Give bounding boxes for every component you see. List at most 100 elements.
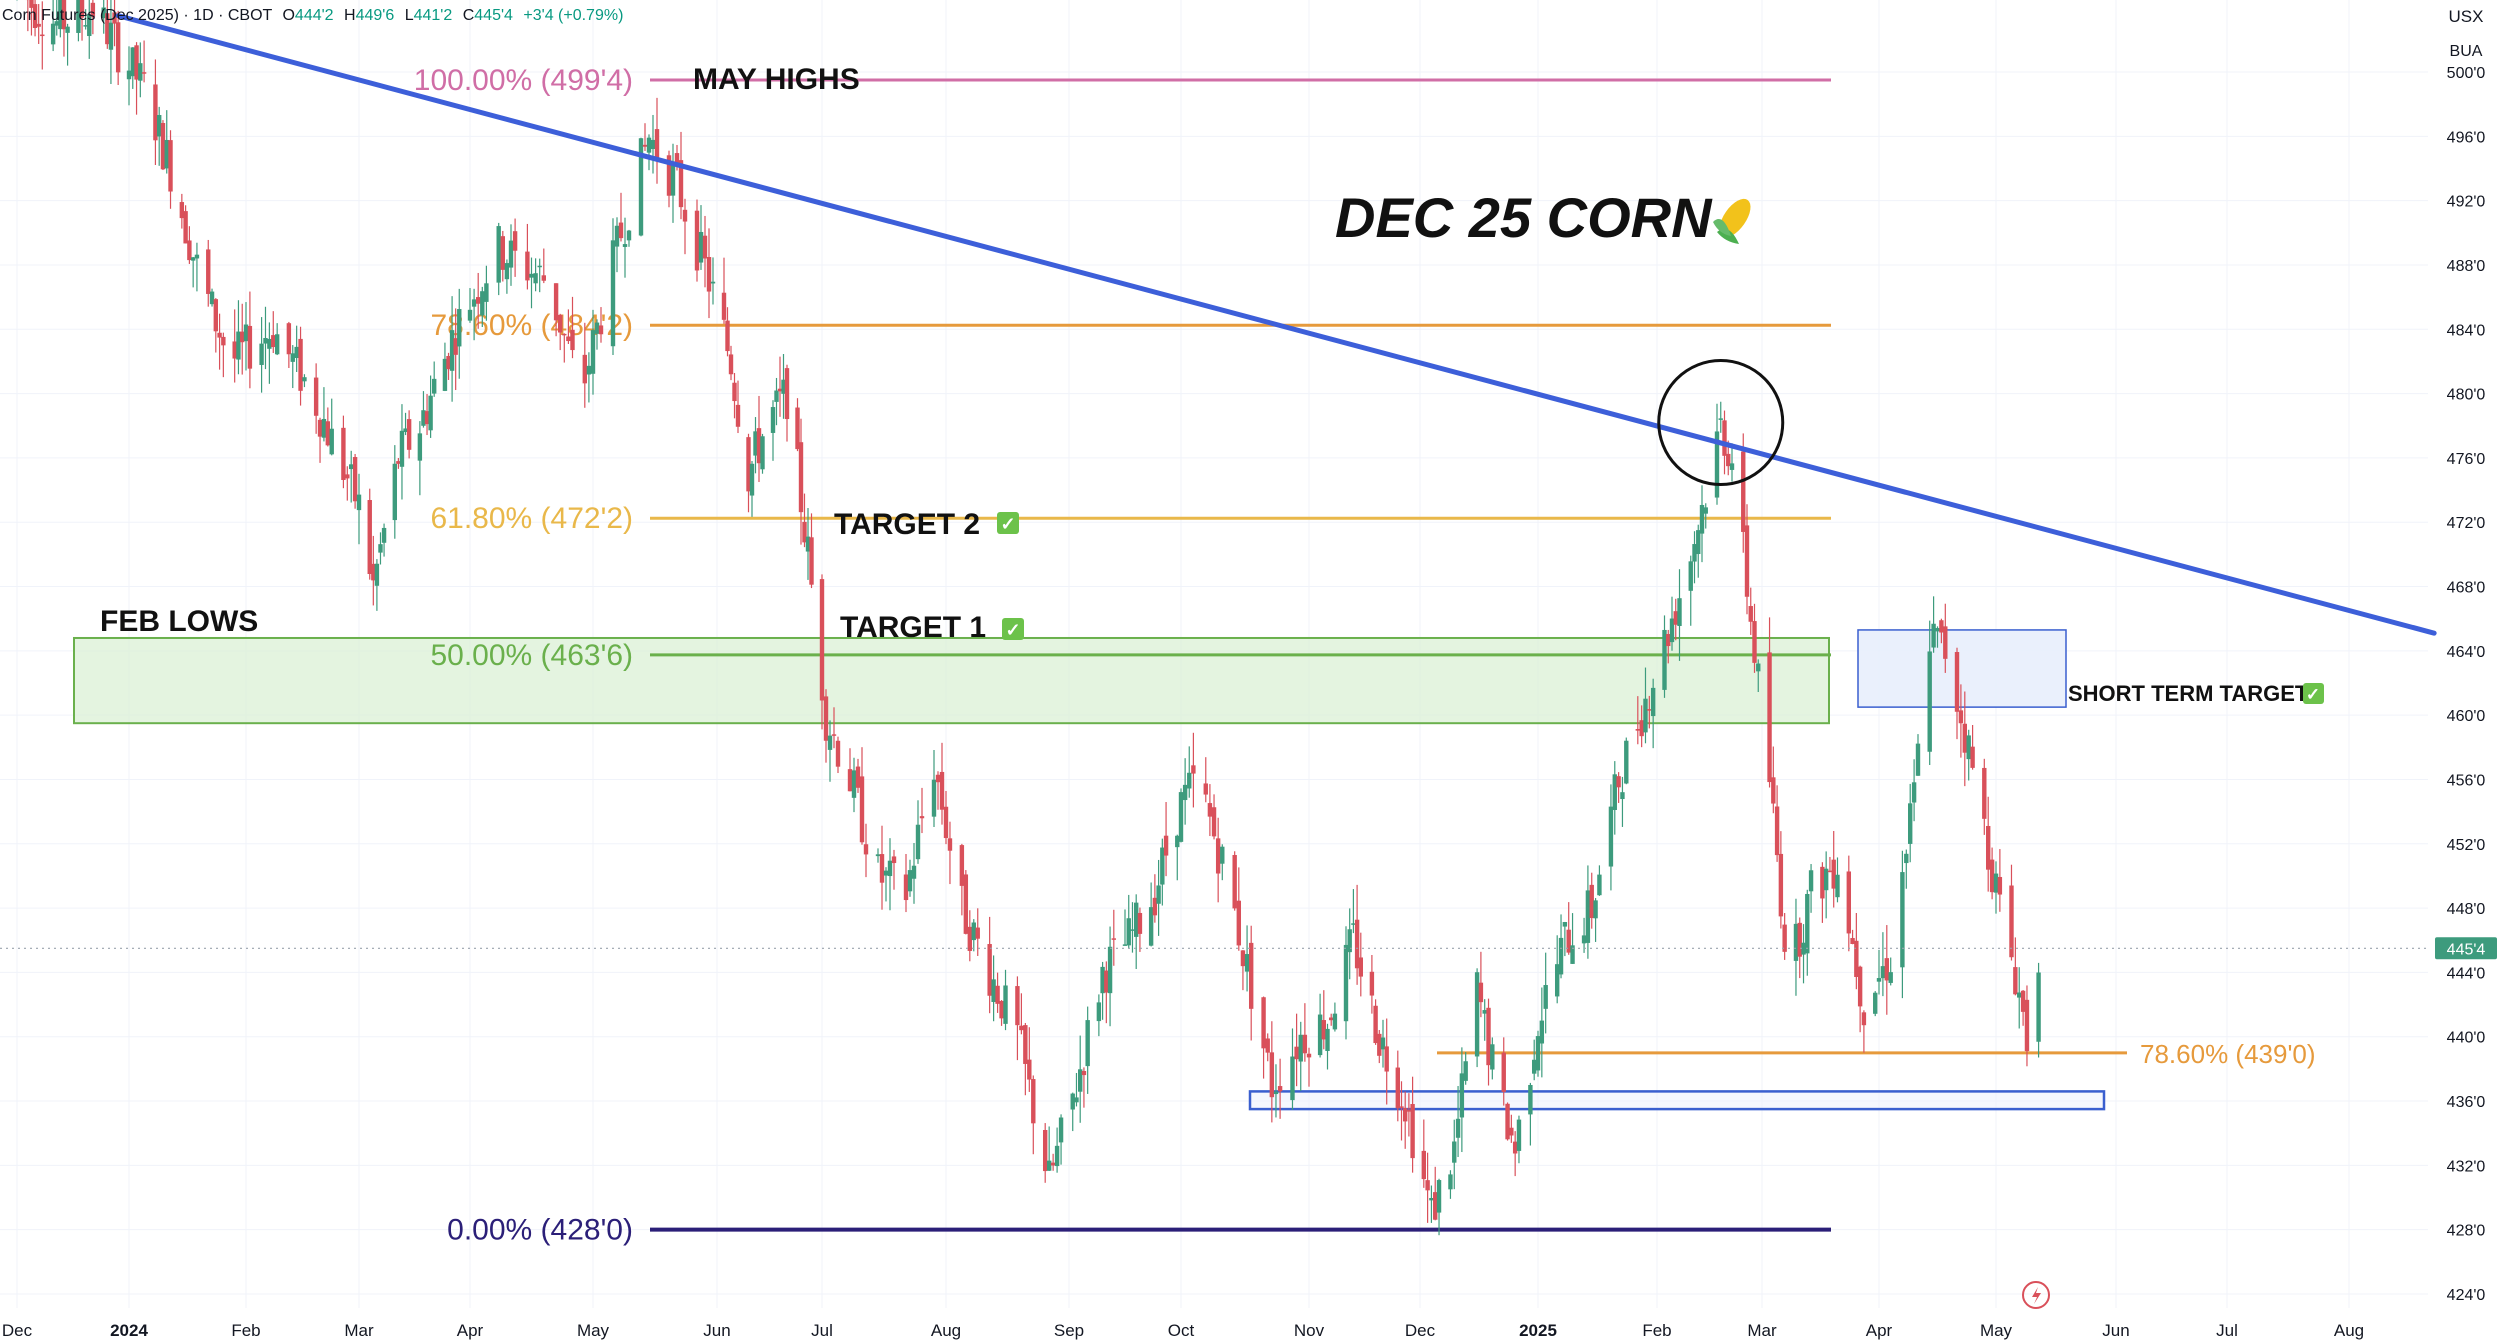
- y-tick-label: 484'0: [2447, 322, 2486, 339]
- candle-body: [512, 231, 518, 251]
- candle-body: [760, 436, 765, 470]
- candle-body: [1771, 777, 1776, 804]
- x-tick-label: Mar: [344, 1321, 374, 1340]
- candle-body: [1298, 1034, 1303, 1062]
- may-highs-label: MAY HIGHS: [693, 63, 860, 96]
- candle-body: [570, 329, 575, 351]
- candle-body: [594, 322, 600, 334]
- candle-body: [915, 824, 921, 860]
- candle-body: [1581, 935, 1587, 944]
- candle-body: [1993, 873, 1999, 893]
- candle-body: [975, 927, 980, 939]
- candle-body: [1429, 1198, 1434, 1201]
- candle-body: [1054, 1145, 1060, 1167]
- candle-body: [345, 474, 350, 479]
- candle-body: [943, 806, 949, 839]
- y-tick-label: 436'0: [2447, 1094, 2486, 1111]
- candle-body: [798, 442, 804, 513]
- candle-body: [1156, 885, 1161, 904]
- candle-body: [1782, 924, 1787, 952]
- candle-body: [1104, 970, 1109, 993]
- candle-body: [1726, 453, 1731, 467]
- candle-body: [1448, 1174, 1453, 1190]
- candle-body: [1850, 938, 1855, 944]
- candle-body: [1384, 1046, 1389, 1072]
- candle-body: [831, 734, 837, 736]
- candle-body: [1373, 1005, 1378, 1044]
- y-tick-label: 472'0: [2447, 515, 2486, 532]
- candle-body: [403, 428, 408, 433]
- candle-body: [1433, 1192, 1438, 1220]
- candle-body: [859, 776, 865, 843]
- candle-body: [298, 338, 303, 391]
- candle-body: [1273, 1091, 1279, 1095]
- candle-body: [1692, 544, 1697, 562]
- candle-body: [835, 740, 841, 767]
- candle-body: [1358, 957, 1363, 977]
- candle-body: [431, 378, 437, 394]
- candle-body: [967, 926, 973, 951]
- candle-body: [1474, 972, 1480, 1057]
- candle-body: [58, 0, 63, 30]
- candle-body: [907, 870, 913, 892]
- candle-body: [1452, 1141, 1457, 1163]
- y-axis[interactable]: 500'0 496'0 492'0 488'0 484'0 480'0 476'0 472'0…: [2447, 65, 2486, 1304]
- candle-body: [558, 314, 563, 333]
- candle-body: [194, 254, 200, 259]
- candle-body: [1130, 929, 1135, 931]
- candle-body: [236, 331, 241, 360]
- x-tick-label: Sep: [1054, 1321, 1084, 1340]
- candle-body: [1543, 985, 1548, 1009]
- candle-body: [959, 845, 965, 886]
- candle-body: [1377, 1033, 1382, 1056]
- candle-body: [442, 358, 448, 391]
- svg-text:✓: ✓: [2306, 685, 2320, 704]
- candle-body: [753, 431, 758, 456]
- fib-label: 100.00% (499'4): [414, 64, 633, 97]
- candle-body: [1023, 1025, 1028, 1064]
- currency-label: USX: [2449, 7, 2484, 26]
- feb-lows-label: FEB LOWS: [100, 605, 258, 638]
- candle-body: [735, 404, 741, 427]
- candle-body: [963, 874, 969, 934]
- candle-body: [1290, 1056, 1295, 1101]
- candle-body: [1490, 1044, 1495, 1070]
- candle-body: [374, 563, 380, 586]
- candle-body: [863, 844, 869, 855]
- candle-body: [247, 325, 253, 369]
- x-axis[interactable]: Dec 2024 Feb Mar Apr May Jun Jul Aug Sep Oct Nov Dec…: [2, 1321, 2364, 1340]
- candle-body: [83, 25, 88, 27]
- candle-body: [1459, 1073, 1465, 1118]
- candle-body: [725, 320, 730, 352]
- candle-body: [1321, 1020, 1326, 1040]
- candle-body: [1148, 907, 1154, 946]
- candle-body: [1317, 1014, 1323, 1056]
- candle-body: [809, 537, 814, 585]
- replay-icon[interactable]: [2022, 1281, 2050, 1309]
- check-icon: ✓: [2303, 683, 2324, 704]
- candle-body: [449, 330, 455, 371]
- candle-body: [367, 500, 372, 575]
- y-tick-label: 428'0: [2447, 1223, 2486, 1240]
- candle-body: [1248, 942, 1254, 1009]
- candle-body: [1329, 1017, 1334, 1021]
- candle-body: [274, 334, 280, 355]
- check-icon: ✓: [997, 512, 1019, 534]
- candle-body: [1220, 846, 1225, 864]
- candle-body: [1797, 922, 1802, 957]
- candle-body: [2020, 990, 2026, 1012]
- candle-body: [1369, 971, 1375, 996]
- candle-body: [1236, 900, 1242, 946]
- downtrend-line[interactable]: [115, 13, 2437, 636]
- x-tick-label: Jul: [2216, 1321, 2238, 1340]
- candle-body: [1820, 866, 1825, 899]
- candle-body: [1915, 743, 1921, 776]
- candle-body: [1436, 1180, 1442, 1213]
- x-tick-label: May: [577, 1321, 610, 1340]
- candle-body: [827, 735, 833, 750]
- candle-body: [1160, 847, 1165, 885]
- candle-body: [1347, 929, 1352, 953]
- candle-body: [553, 283, 559, 321]
- candle-body: [562, 333, 567, 336]
